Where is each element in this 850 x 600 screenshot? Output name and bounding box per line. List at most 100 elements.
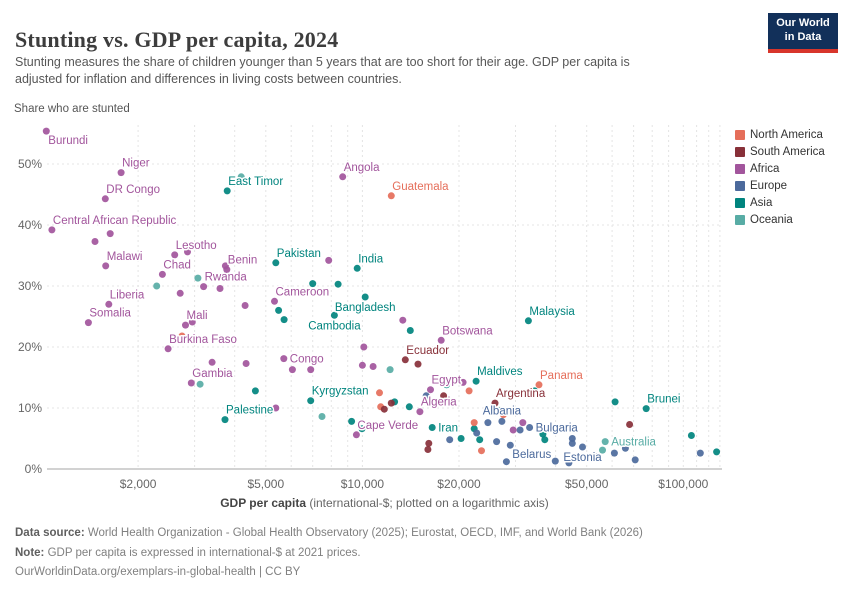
owid-logo[interactable]: Our World in Data — [768, 13, 838, 53]
data-point[interactable]: South America — [380, 405, 388, 413]
data-point[interactable]: Egypt — [427, 386, 434, 394]
data-point[interactable]: Iran — [428, 424, 436, 431]
data-point[interactable]: Asia — [687, 432, 695, 439]
data-point[interactable]: Congo — [280, 355, 288, 363]
footer-citation[interactable]: OurWorldinData.org/exemplars-in-global-h… — [15, 566, 301, 578]
data-point[interactable]: Asia — [611, 398, 619, 406]
data-point[interactable]: Europe — [446, 436, 454, 444]
data-point[interactable]: Liberia — [105, 300, 113, 308]
data-point[interactable]: South America — [626, 421, 634, 428]
data-point[interactable]: North America — [499, 411, 507, 419]
data-point[interactable]: Kyrgyzstan — [307, 397, 315, 405]
data-point[interactable]: Asia — [443, 381, 451, 389]
data-point[interactable]: DR Congo — [101, 195, 109, 203]
data-point[interactable]: Cape Verde — [352, 431, 360, 439]
data-point[interactable]: Panama — [535, 381, 543, 389]
data-point[interactable]: Asia — [358, 425, 366, 433]
data-point[interactable]: Somalia — [84, 319, 92, 327]
data-point[interactable]: Asia — [539, 430, 547, 438]
data-point[interactable]: Cameroon — [271, 297, 278, 305]
data-point[interactable]: Oceania — [386, 366, 394, 374]
data-point[interactable]: Bangladesh — [361, 293, 369, 301]
data-point[interactable]: Belarus — [506, 441, 514, 449]
data-point[interactable]: Africa — [325, 256, 333, 264]
data-point[interactable]: Africa — [241, 302, 249, 309]
data-point[interactable]: Europe — [493, 438, 501, 446]
data-point[interactable]: Asia — [713, 448, 721, 456]
data-point[interactable]: Africa — [176, 289, 184, 297]
data-point[interactable]: Africa — [358, 361, 366, 369]
data-point[interactable]: Asia — [406, 327, 414, 334]
data-point[interactable]: Oceania — [194, 274, 202, 282]
data-point[interactable]: Africa — [188, 318, 196, 326]
data-point[interactable]: Europe — [621, 444, 629, 452]
data-point[interactable]: Africa — [288, 366, 296, 374]
data-point[interactable]: South America — [387, 399, 395, 407]
data-point[interactable]: Albania — [498, 417, 506, 425]
legend-item-asia[interactable]: Asia — [735, 194, 825, 211]
data-point[interactable]: Angola — [339, 173, 347, 181]
data-point[interactable]: India — [353, 264, 361, 272]
data-point[interactable]: Gambia — [187, 379, 195, 387]
data-point[interactable]: Europe — [631, 456, 639, 464]
data-point[interactable]: Africa — [242, 360, 250, 367]
data-point[interactable]: South America — [424, 446, 432, 453]
data-point[interactable]: Europe — [516, 426, 524, 434]
data-point[interactable]: Asia — [348, 417, 356, 425]
data-point[interactable]: Africa — [369, 363, 377, 370]
data-point[interactable]: Europe — [551, 457, 559, 465]
legend-item-south-america[interactable]: South America — [735, 143, 825, 160]
data-point[interactable]: Europe — [568, 439, 576, 447]
data-point[interactable]: Central African Republic — [48, 226, 56, 234]
data-point[interactable]: Asia — [309, 280, 317, 288]
data-point[interactable]: Botswana — [437, 336, 445, 344]
data-point[interactable]: Brunei — [642, 405, 650, 413]
data-point[interactable]: North America — [376, 389, 383, 397]
data-point[interactable]: Africa — [399, 316, 407, 324]
data-point[interactable]: Oceania — [196, 380, 204, 388]
data-point[interactable]: East Timor — [223, 187, 231, 195]
data-point[interactable]: Asia — [251, 387, 259, 395]
data-point[interactable]: Australia — [601, 438, 609, 446]
data-point[interactable]: Europe — [484, 419, 492, 427]
data-point[interactable]: Africa — [360, 343, 368, 351]
data-point[interactable]: Europe — [615, 439, 623, 447]
data-point[interactable]: Africa — [459, 378, 467, 386]
data-point[interactable]: Europe — [473, 429, 481, 437]
data-point[interactable]: Mali — [182, 321, 189, 329]
data-point[interactable]: Chad — [158, 270, 166, 278]
data-point[interactable]: Asia — [405, 403, 413, 411]
data-point[interactable]: Africa — [91, 238, 99, 245]
data-point[interactable]: Europe — [591, 452, 599, 460]
data-point[interactable]: Asia — [280, 316, 288, 324]
data-point[interactable]: Africa — [272, 404, 280, 412]
data-point[interactable]: Palestine — [221, 416, 229, 424]
data-point[interactable]: Maldives — [472, 377, 480, 385]
data-point[interactable]: Africa — [184, 248, 191, 256]
data-point[interactable]: Africa — [519, 419, 527, 427]
data-point[interactable]: Asia — [275, 306, 283, 314]
data-point[interactable]: Bulgaria — [526, 424, 534, 431]
data-point[interactable]: Rwanda — [200, 283, 208, 291]
data-point[interactable]: Cambodia — [330, 311, 338, 319]
data-point[interactable]: North America — [465, 387, 473, 395]
legend-item-europe[interactable]: Europe — [735, 177, 825, 194]
data-point[interactable]: Malaysia — [524, 317, 532, 325]
data-point[interactable]: Africa — [216, 285, 224, 292]
data-point[interactable]: Guatemala — [387, 192, 395, 200]
data-point[interactable]: Europe — [568, 435, 576, 442]
legend-item-oceania[interactable]: Oceania — [735, 211, 825, 228]
data-point[interactable]: Oceania — [153, 282, 161, 290]
data-point[interactable]: Europe — [696, 449, 704, 457]
data-point[interactable]: South America — [440, 392, 448, 400]
data-point[interactable]: Asia — [531, 387, 539, 395]
data-point[interactable]: Africa — [106, 230, 114, 238]
data-point[interactable]: Pakistan — [272, 259, 280, 267]
data-point[interactable]: Asia — [541, 436, 549, 444]
legend-item-africa[interactable]: Africa — [735, 160, 825, 177]
data-point[interactable]: Oceania — [599, 446, 606, 454]
data-point[interactable]: Niger — [117, 169, 125, 177]
data-point[interactable]: North America — [478, 447, 485, 455]
data-point[interactable]: Algeria — [416, 408, 424, 416]
data-point[interactable]: North America — [178, 332, 186, 340]
